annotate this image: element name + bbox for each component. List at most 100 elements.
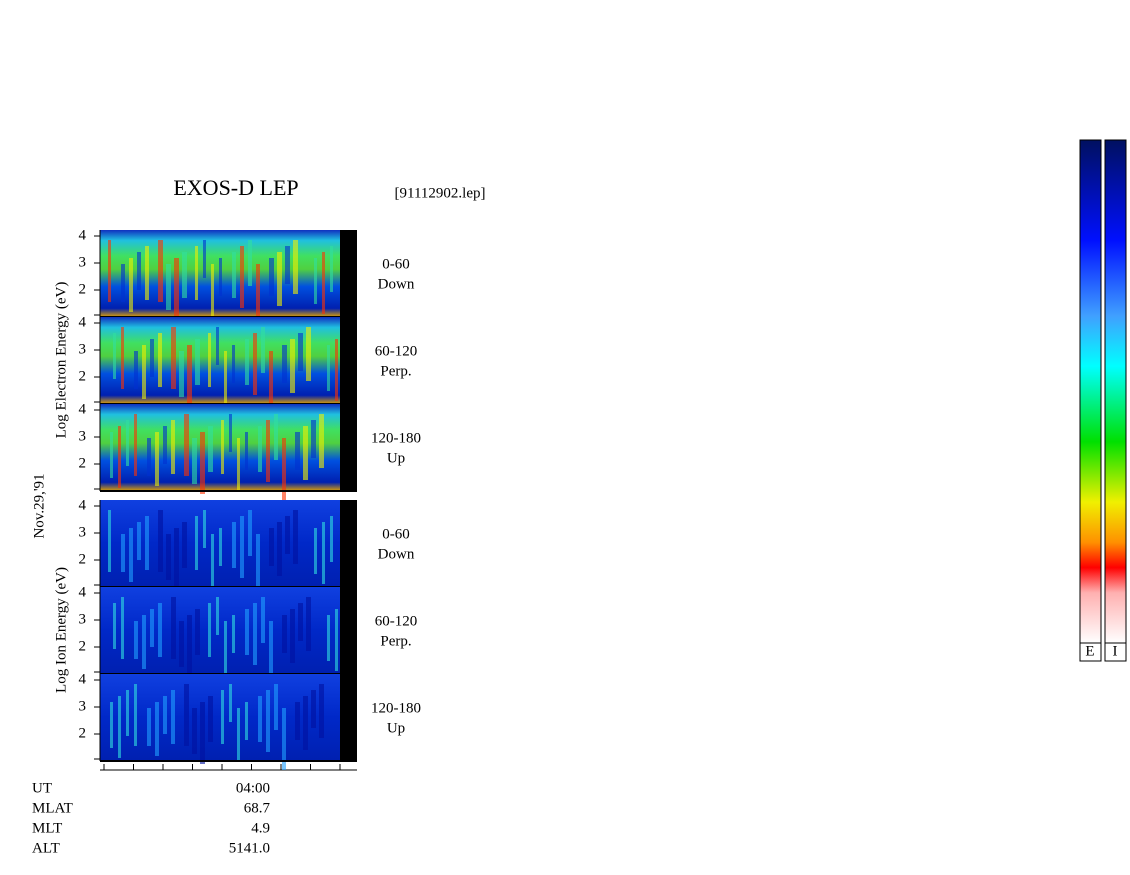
colorbar-label-box: [1079, 642, 1102, 662]
spectrogram-streak: [184, 684, 189, 746]
data-gap: [340, 587, 357, 674]
spectrogram-streak: [171, 690, 175, 744]
spectrogram-streak: [121, 534, 125, 572]
direction: Down: [378, 546, 415, 562]
y-axis-label: Log Electron Energy (eV): [53, 282, 69, 439]
direction: Perp.: [380, 633, 411, 649]
data-gap: [340, 317, 357, 404]
spectrogram-streak: [256, 534, 260, 596]
y-tick-label: 3: [79, 341, 87, 357]
spectrogram-streak: [145, 516, 149, 570]
y-tick-label: 4: [79, 401, 87, 417]
direction: Up: [387, 720, 405, 736]
spectrogram-streak: [118, 696, 121, 758]
spectrogram-streak: [216, 327, 219, 365]
pitch-angle: 0-60: [382, 526, 410, 542]
spectrogram-streak: [277, 522, 282, 576]
spectrogram-streak: [129, 528, 133, 582]
spectrogram-streak: [330, 246, 333, 292]
spectrogram-streak: [129, 258, 133, 312]
spectrogram-streak: [163, 696, 167, 734]
spectrogram-streak: [319, 684, 324, 738]
y-tick-label: 4: [79, 314, 87, 330]
y-tick-label: 2: [79, 638, 87, 654]
spectrogram-streak: [274, 684, 278, 730]
spectrogram-streak: [179, 351, 184, 397]
spectrogram-streak: [311, 690, 316, 728]
spectrogram-streak: [229, 684, 232, 722]
direction: Up: [387, 450, 405, 466]
colorbar-label-box: [1104, 642, 1127, 662]
spectrogram-streak: [248, 240, 252, 286]
spectrogram-streak: [221, 690, 224, 744]
spectrogram-streak: [195, 609, 200, 655]
y-tick-label: 3: [79, 524, 87, 540]
spectrogram-streak: [203, 510, 206, 548]
direction: Perp.: [380, 363, 411, 379]
spectrogram-streak: [182, 252, 187, 298]
spectrogram-streak: [303, 426, 308, 480]
y-tick-label: 3: [79, 254, 87, 270]
spectrogram-streak: [245, 339, 249, 385]
spectrogram-streak: [182, 522, 187, 568]
y-tick-label: 2: [79, 455, 87, 471]
pitch-angle: 60-120: [375, 613, 418, 629]
data-gap: [340, 230, 357, 317]
spectrogram-streak: [179, 621, 184, 667]
spectrogram-streak: [282, 438, 286, 500]
spectrogram-streak: [224, 351, 227, 405]
spectrogram-streak: [314, 528, 317, 574]
spectrogram-streak: [282, 345, 287, 383]
info-label: MLT: [32, 820, 62, 836]
data-gap: [340, 404, 357, 491]
spectrogram-streak: [150, 339, 154, 377]
spectrogram-streak: [171, 327, 176, 389]
spectrogram-streak: [306, 597, 311, 651]
pitch-angle: 60-120: [375, 343, 418, 359]
spectrogram-streak: [306, 327, 311, 381]
spectrogram-streak: [219, 258, 222, 296]
spectrogram-streak: [221, 420, 224, 474]
spectrogram-streak: [113, 333, 116, 379]
colorbar-label: E: [1085, 643, 1094, 659]
spectrogram-streak: [253, 603, 257, 665]
spectrogram-streak: [269, 351, 273, 413]
spectrogram-streak: [171, 420, 175, 474]
pitch-angle: 120-180: [371, 700, 421, 716]
spectrogram-streak: [261, 597, 265, 643]
spectrogram-streak: [245, 432, 248, 470]
y-tick-label: 4: [79, 227, 87, 243]
spectrogram-streak: [113, 603, 116, 649]
spectrogram-streak: [137, 252, 141, 290]
spectrogram-streak: [322, 252, 325, 314]
spectrogram-streak: [192, 438, 197, 484]
spectrogram-streak: [126, 690, 129, 736]
spectrogram-streak: [195, 516, 198, 570]
spectrogram-streak: [158, 603, 162, 657]
spectrogram-streak: [232, 252, 236, 298]
spectrogram-streak: [266, 690, 270, 752]
spectrogram-streak: [155, 432, 159, 486]
y-tick-label: 4: [79, 584, 87, 600]
spectrogram-streak: [282, 615, 287, 653]
spectrogram-streak: [171, 597, 176, 659]
y-tick-label: 3: [79, 611, 87, 627]
spectrogram-streak: [134, 684, 137, 746]
spectrogram-streak: [134, 414, 137, 476]
spectrogram-streak: [158, 240, 163, 302]
spectrogram-streak: [258, 696, 262, 742]
spectrogram-streak: [269, 258, 274, 296]
spectrogram-streak: [274, 414, 278, 460]
spectrogram-streak: [335, 609, 338, 671]
spectrogram-streak: [290, 339, 295, 393]
spectrogram-streak: [174, 528, 179, 590]
spectrogram-streak: [150, 609, 154, 647]
y-tick-label: 3: [79, 428, 87, 444]
spectrogram-streak: [253, 333, 257, 395]
colorbar: [1104, 139, 1127, 644]
spectrogram-streak: [110, 702, 113, 748]
pitch-angle: 120-180: [371, 430, 421, 446]
spectrogram-streak: [277, 252, 282, 306]
